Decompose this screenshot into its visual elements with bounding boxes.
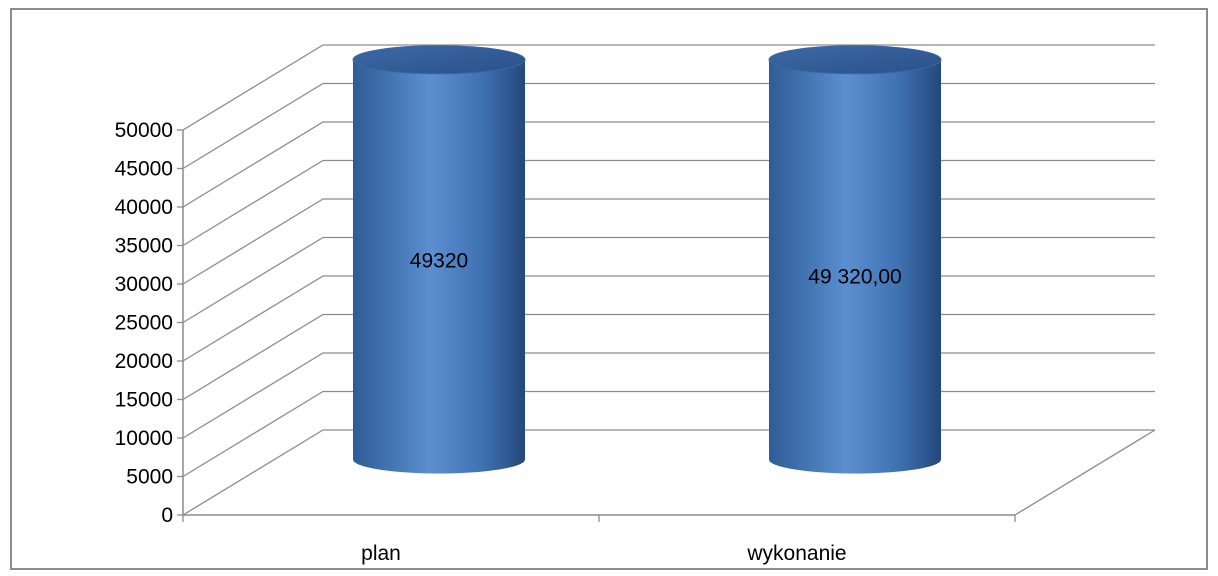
gridline-2 [182,352,1155,439]
bar-1 [768,45,942,474]
gridline-4 [182,275,1155,362]
axes [177,129,1016,522]
gridline-10 [182,44,1155,131]
gridline-7 [182,159,1155,247]
y-tick-label-6: 30000 [115,273,173,296]
gridline-0 [182,429,1155,516]
labels: 0 5000 10000 15000 20000 25000 30000 35000 40000… [115,119,902,565]
gridline-5 [182,236,1155,324]
y-tick-label-4: 20000 [115,350,173,373]
y-tick-label-3: 15000 [115,389,173,412]
bar-top-1 [768,45,942,75]
gridlines [182,44,1156,516]
gridline-9 [182,82,1155,170]
data-label-0: 49320 [410,250,468,273]
y-tick-label-0: 0 [161,504,173,527]
y-tick-label-1: 5000 [126,466,173,489]
bar-top-0 [352,45,526,75]
bar-0 [352,45,526,474]
gridline-3 [182,313,1155,401]
gridline-6 [182,198,1155,285]
gridline-8 [182,121,1155,208]
x-tick-label-1: wykonanie [746,542,846,565]
y-tick-label-9: 45000 [115,158,173,181]
y-tick-label-5: 25000 [115,312,173,335]
y-tick-label-10: 50000 [115,119,173,142]
data-label-1: 49 320,00 [808,266,901,289]
y-tick-label-7: 35000 [115,235,173,258]
x-tick-label-0: plan [361,542,401,565]
gridline-1 [182,390,1155,478]
y-tick-label-8: 40000 [115,196,173,219]
bars [352,45,942,474]
bar-body-1 [769,59,941,474]
floor-right-edge [1014,429,1156,516]
y-tick-label-2: 10000 [115,427,173,450]
bar-body-0 [352,59,525,474]
chart-frame [10,8,1208,570]
